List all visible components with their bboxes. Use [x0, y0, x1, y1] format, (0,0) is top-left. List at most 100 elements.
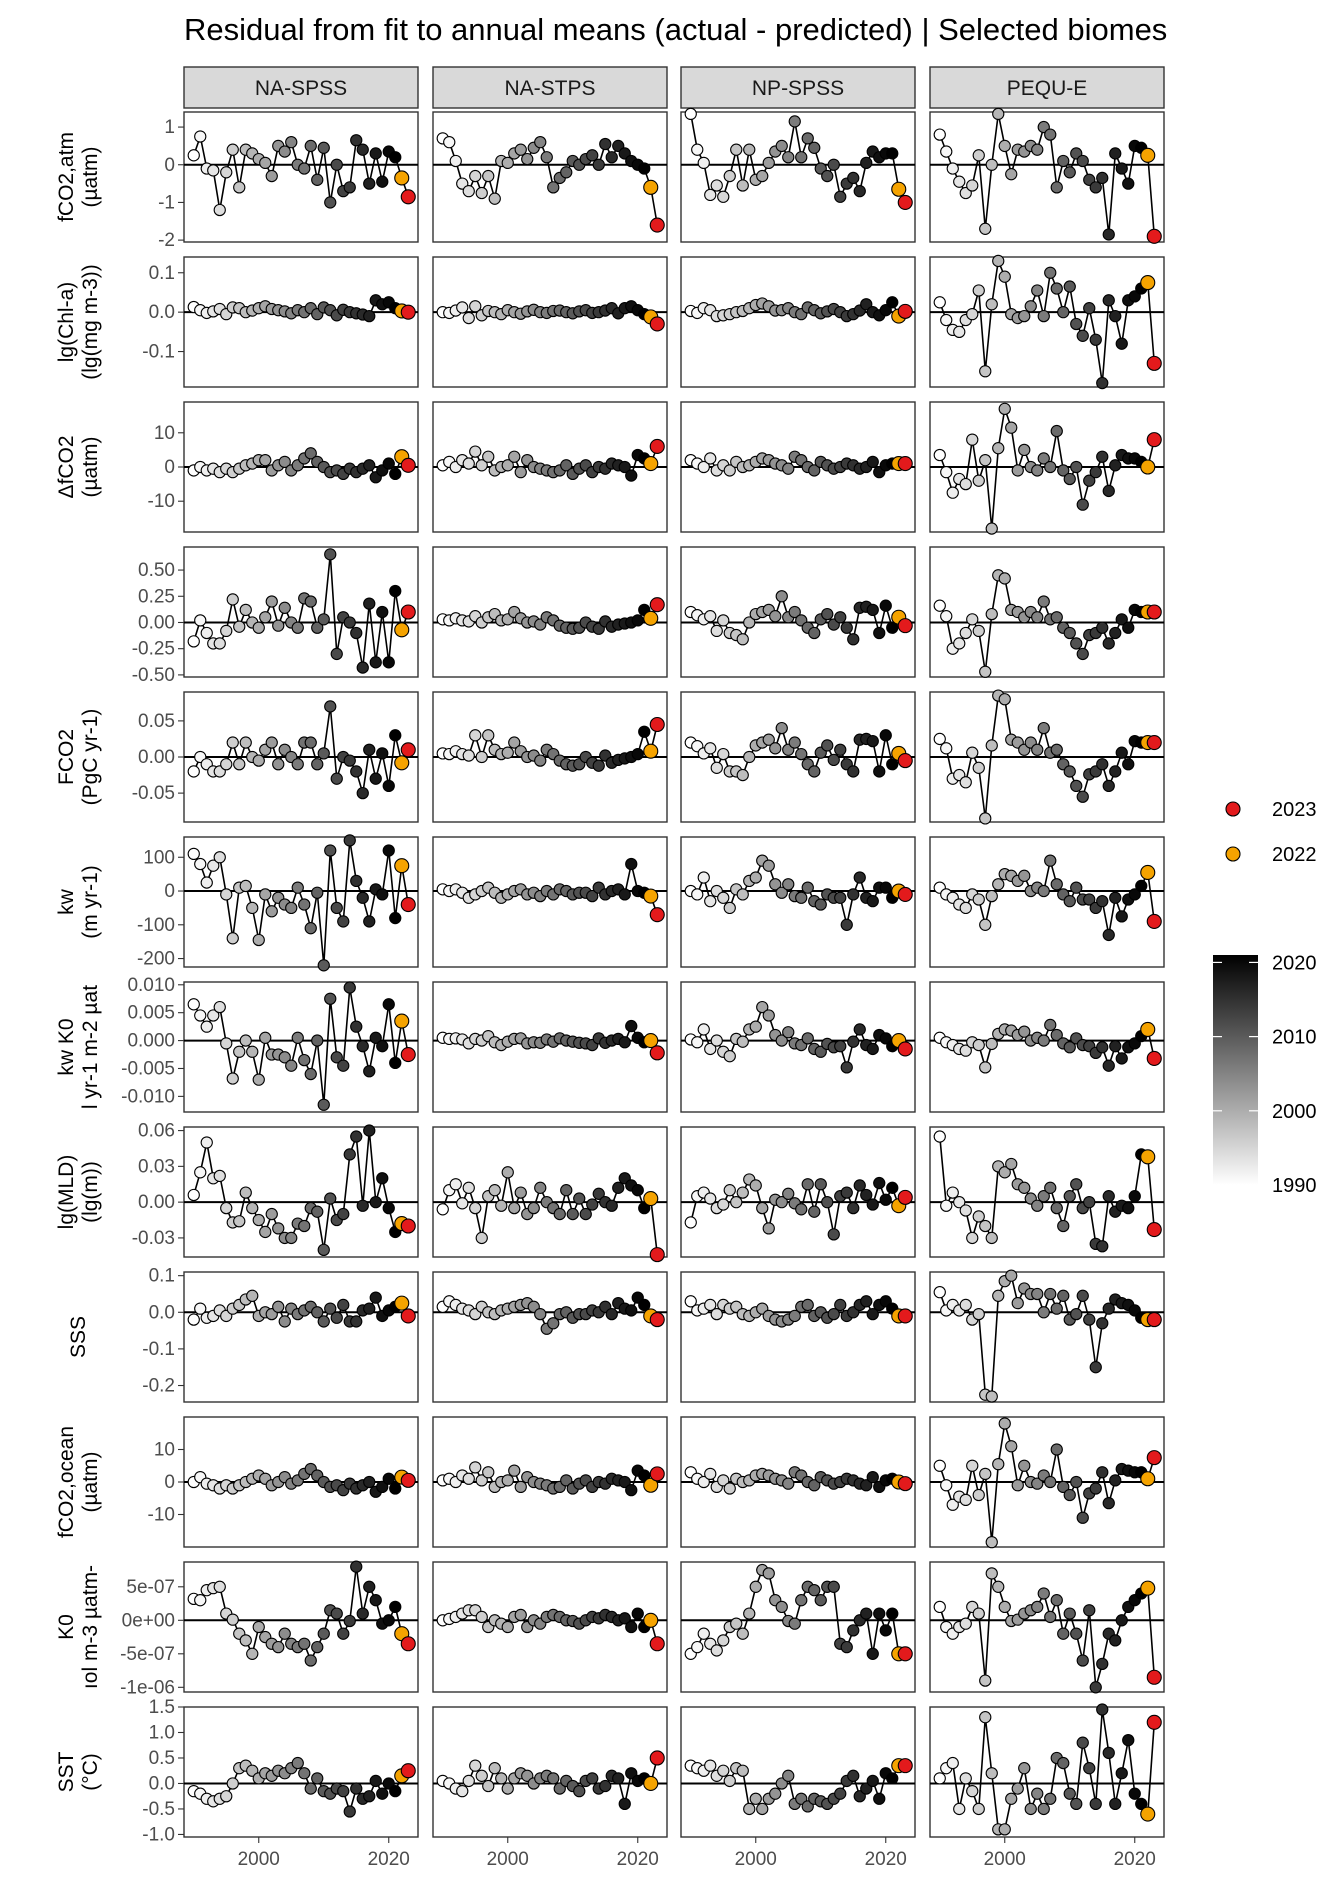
- data-point: [285, 135, 298, 149]
- data-point: [469, 729, 482, 742]
- data-point: [1063, 166, 1076, 179]
- data-point: [985, 1390, 998, 1403]
- data-point: [897, 303, 913, 319]
- data-point: [311, 621, 324, 634]
- data-point: [389, 1784, 402, 1798]
- data-point: [382, 1201, 395, 1215]
- data-point: [891, 181, 907, 197]
- data-point: [788, 605, 801, 619]
- colorbar-label: 2010: [1272, 1027, 1317, 1049]
- data-point: [272, 619, 285, 632]
- data-point: [272, 1640, 285, 1654]
- data-point: [363, 1790, 376, 1803]
- data-point: [886, 758, 899, 771]
- strip-na-stps: [432, 66, 668, 109]
- data-point: [514, 465, 527, 479]
- data-point: [573, 1784, 586, 1798]
- y-tick-label: 1.5: [149, 1697, 175, 1718]
- data-point: [1063, 1190, 1076, 1203]
- data-point: [187, 1188, 200, 1202]
- series-line: [193, 840, 410, 966]
- data-point: [586, 1772, 599, 1785]
- data-point: [886, 296, 899, 309]
- data-point: [612, 1181, 625, 1194]
- data-point: [1057, 1627, 1070, 1640]
- data-point: [278, 455, 291, 469]
- data-point: [847, 633, 860, 646]
- data-point: [1140, 1021, 1156, 1037]
- data-point: [456, 301, 469, 314]
- data-point: [847, 1035, 860, 1048]
- y-tick-label: 5e-07: [126, 1577, 175, 1598]
- data-point: [194, 1594, 207, 1607]
- data-point: [337, 1298, 350, 1312]
- data-point: [1140, 864, 1156, 881]
- data-point: [389, 729, 402, 742]
- data-point: [860, 298, 873, 311]
- data-point: [527, 1201, 540, 1215]
- facet-strips: NA-SPSS NA-STPS NP-SPSS PEQU-E: [183, 66, 1165, 109]
- data-point: [213, 1000, 226, 1014]
- data-point: [482, 729, 495, 742]
- data-point: [717, 747, 730, 761]
- data-point: [194, 1166, 207, 1179]
- data-point: [272, 758, 285, 771]
- data-point: [207, 1009, 220, 1022]
- data-point: [847, 171, 860, 185]
- data-point: [723, 1774, 736, 1788]
- data-point: [762, 1222, 775, 1235]
- data-point: [462, 749, 475, 762]
- data-point: [394, 170, 410, 186]
- data-point: [1109, 459, 1122, 472]
- data-point: [1115, 337, 1128, 350]
- data-point: [311, 886, 324, 899]
- data-point: [1096, 1041, 1109, 1054]
- data-point: [717, 1764, 730, 1777]
- data-point: [953, 175, 966, 188]
- data-point: [187, 149, 200, 162]
- data-point: [985, 1535, 998, 1549]
- data-point: [1109, 765, 1122, 778]
- data-point: [194, 614, 207, 627]
- data-point: [649, 1636, 665, 1652]
- data-point: [1146, 1714, 1162, 1730]
- data-point: [252, 1620, 265, 1634]
- data-point: [259, 1225, 272, 1239]
- data-point: [400, 896, 416, 913]
- data-point: [840, 621, 853, 634]
- data-point: [1031, 1199, 1044, 1212]
- data-point: [343, 754, 356, 767]
- data-point: [691, 888, 704, 901]
- data-point: [801, 881, 814, 894]
- data-point: [827, 1307, 840, 1321]
- data-point: [573, 1192, 586, 1205]
- panel: [929, 1706, 1165, 1838]
- row-label-line: SSS: [67, 1316, 90, 1358]
- data-point: [625, 1483, 638, 1497]
- data-point: [317, 747, 330, 760]
- year-colorbar: [1213, 955, 1258, 1185]
- data-point: [782, 1187, 795, 1200]
- data-point: [298, 162, 311, 175]
- data-point: [304, 139, 317, 153]
- x-tick-label: 2020: [368, 1849, 410, 1870]
- strip-np-spss: [680, 66, 916, 109]
- data-point: [356, 143, 369, 156]
- data-point: [330, 772, 343, 785]
- data-point: [788, 115, 801, 128]
- facet-panels: 10-1-20.10.0-0.1100-100.500.250.00-0.25-…: [120, 107, 1165, 1845]
- data-point: [1083, 893, 1096, 906]
- data-point: [979, 812, 992, 825]
- data-point: [291, 881, 304, 894]
- data-point: [400, 1636, 416, 1652]
- row-label-line: (lg(m)): [79, 1161, 102, 1223]
- data-point: [866, 734, 879, 748]
- data-point: [840, 1186, 853, 1199]
- data-point: [220, 166, 233, 179]
- data-point: [586, 149, 599, 162]
- data-point: [1070, 1475, 1083, 1489]
- data-point: [840, 1061, 853, 1074]
- data-point: [1109, 1040, 1122, 1053]
- data-point: [400, 604, 416, 620]
- y-tick-label: 0.05: [138, 711, 175, 732]
